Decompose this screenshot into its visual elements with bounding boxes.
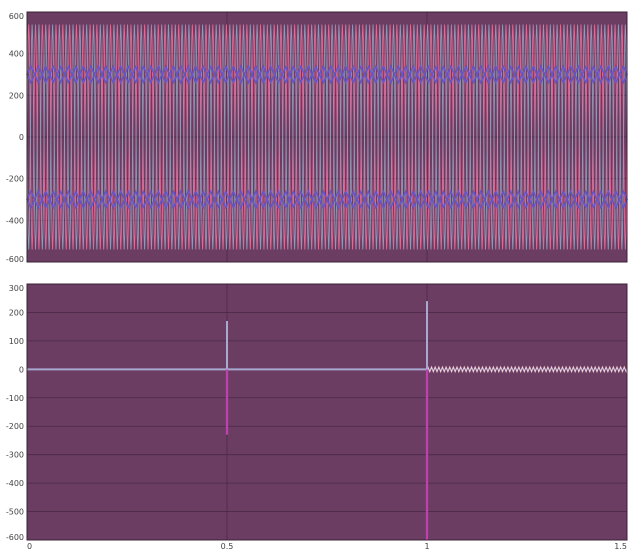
y-tick-label: -300: [6, 451, 24, 460]
y-tick-label: -100: [6, 394, 24, 403]
y-tick-label: -400: [6, 216, 24, 225]
x-tick-label: 1: [424, 542, 429, 551]
y-tick-label: 0: [19, 365, 24, 374]
top-plot-frame: [26, 11, 628, 263]
envelope-band: [26, 64, 628, 85]
envelope-band: [26, 189, 628, 210]
top-plot: 600 400 200 0 -200 -400 -600: [6, 11, 628, 264]
y-tick-label: 200: [9, 91, 24, 100]
y-tick-label: 600: [9, 12, 24, 21]
y-tick-label: -400: [6, 479, 24, 488]
waveform-series: [26, 24, 628, 250]
y-tick-label: -200: [6, 175, 24, 184]
bottom-plot-x-ticks: 0 0.5 1 1.5: [27, 542, 627, 551]
y-tick-label: 400: [9, 50, 24, 59]
bottom-plot-lines: [27, 301, 628, 540]
bottom-plot: 300 200 100 0 -100 -200 -300 -400 -500 -600 0 0.5 1…: [6, 283, 628, 551]
x-tick-label: 0: [27, 542, 32, 551]
y-tick-label: -600: [6, 255, 24, 264]
y-tick-label: 300: [9, 284, 24, 293]
bottom-plot-area: [27, 284, 627, 540]
top-plot-envelope: [26, 64, 628, 210]
x-tick-label: 0.5: [221, 542, 234, 551]
top-plot-y-ticks: 600 400 200 0 -200 -400 -600: [6, 12, 24, 264]
bottom-plot-y-ticks: 300 200 100 0 -100 -200 -300 -400 -500 -600: [6, 284, 24, 542]
y-tick-label: 100: [9, 337, 24, 346]
y-tick-label: 0: [19, 133, 24, 142]
top-plot-waveforms: [26, 24, 628, 250]
y-tick-label: -500: [6, 508, 24, 517]
bottom-plot-frame: [26, 283, 628, 541]
y-tick-label: 200: [9, 308, 24, 317]
x-tick-label: 1.5: [614, 542, 627, 551]
y-tick-label: -200: [6, 422, 24, 431]
y-tick-label: -600: [6, 533, 24, 542]
